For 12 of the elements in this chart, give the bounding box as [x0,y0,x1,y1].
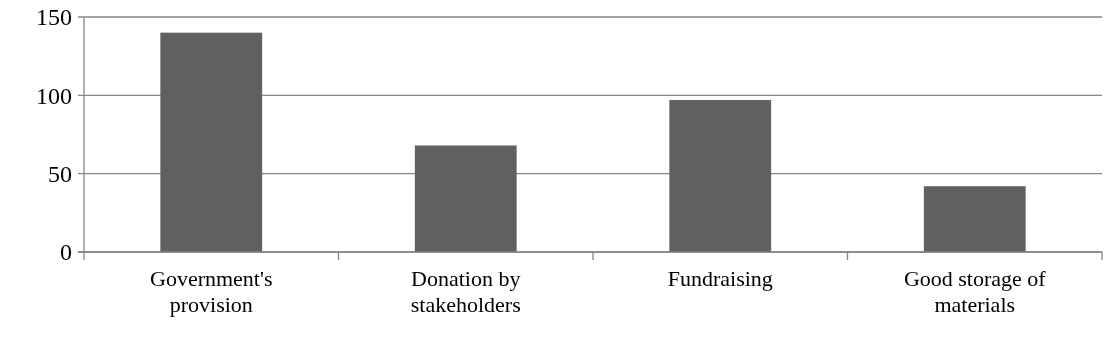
x-tick-label: Government's provision [150,266,273,317]
x-tick-label: Donation by stakeholders [410,266,521,317]
y-tick-label: 50 [48,161,72,188]
y-tick-label: 100 [36,82,72,109]
y-tick-label: 150 [36,4,72,31]
bar [160,32,263,252]
x-tick-label: Good storage of materials [903,266,1047,317]
x-tick-label: Fundraising [667,266,773,291]
bar [414,145,517,252]
bar [923,186,1026,252]
bar [669,100,772,252]
y-tick-label: 0 [60,239,72,266]
